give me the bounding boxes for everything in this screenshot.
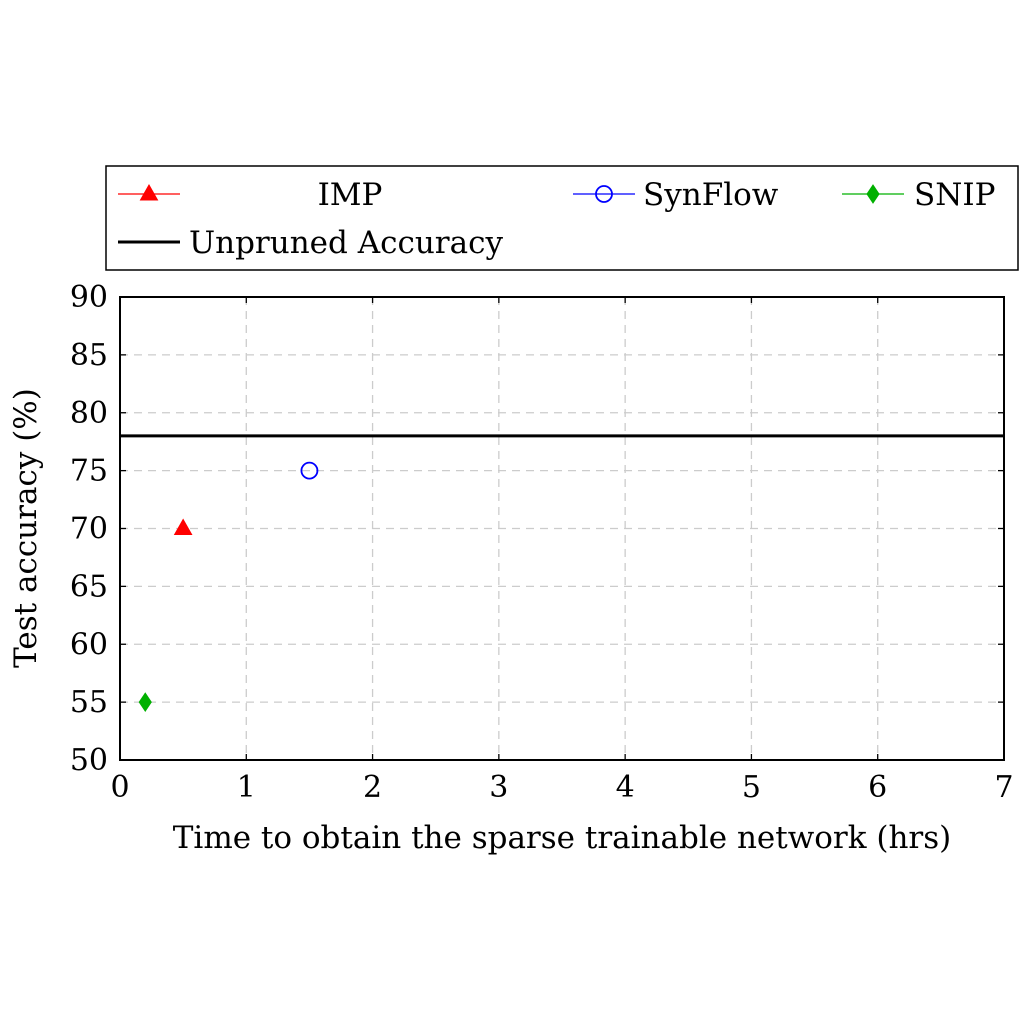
legend-marker-synflow [595,185,613,203]
data-point-snip [138,692,152,713]
x-tick-label: 6 [868,770,887,805]
axis-ticks: 0 1 2 3 4 5 6 7 50 55 60 65 70 75 80 85 90 [70,280,1014,805]
x-tick-label: 2 [363,770,382,805]
x-tick-label: 5 [742,770,761,805]
y-tick-label: 70 [70,512,108,547]
legend-box [105,165,1019,271]
y-tick-label: 50 [70,743,108,778]
legend-marker-imp [139,183,159,201]
legend-label-snip: SNIP [914,177,995,213]
y-tick-label: 55 [70,685,108,720]
y-tick-label: 75 [70,454,108,489]
data-point-synflow [300,461,319,480]
legend-label-synflow: SynFlow [643,177,779,213]
y-tick-label: 85 [70,338,108,373]
data-markers [138,461,319,713]
grid-lines [120,297,1004,760]
y-axis-label: Test accuracy (%) [8,388,44,668]
x-axis-label: Time to obtain the sparse trainable netw… [173,820,952,856]
x-tick-label: 7 [994,770,1013,805]
x-tick-label: 3 [489,770,508,805]
legend-label-unpruned: Unpruned Accuracy [189,225,503,261]
legend-label-imp: IMP [318,177,383,213]
x-tick-label: 1 [237,770,256,805]
x-tick-label: 4 [616,770,635,805]
y-tick-label: 90 [70,280,108,315]
data-point-imp [173,518,193,535]
y-tick-label: 80 [70,396,108,431]
legend-marker-snip [866,184,880,204]
x-tick-label: 0 [110,770,129,805]
legend: IMP SynFlow SNIP Unpruned Accuracy [105,165,1019,271]
y-tick-label: 60 [70,627,108,662]
y-tick-label: 65 [70,569,108,604]
